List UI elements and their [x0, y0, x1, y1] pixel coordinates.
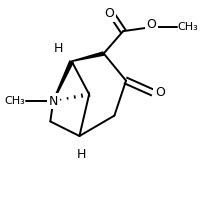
- Text: CH₃: CH₃: [4, 96, 25, 106]
- Text: O: O: [146, 18, 156, 31]
- Text: N: N: [48, 95, 58, 108]
- Polygon shape: [52, 60, 74, 102]
- Text: H: H: [77, 148, 86, 161]
- Text: O: O: [155, 86, 165, 99]
- Text: CH₃: CH₃: [178, 22, 198, 32]
- Polygon shape: [72, 51, 104, 62]
- Text: O: O: [105, 7, 115, 20]
- Text: H: H: [53, 42, 63, 55]
